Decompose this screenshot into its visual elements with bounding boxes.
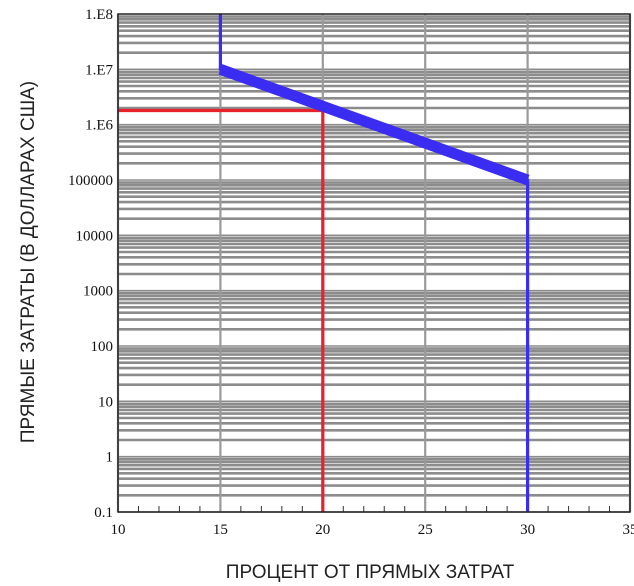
y-tick-label: 100 (91, 339, 114, 355)
x-tick-label: 20 (315, 522, 330, 538)
x-tick-label: 15 (213, 522, 228, 538)
y-tick-label: 10 (98, 394, 113, 410)
x-tick-label: 35 (623, 522, 634, 538)
x-tick-label: 10 (111, 522, 126, 538)
y-tick-label: 1.E7 (85, 62, 113, 78)
y-tick-label: 10000 (76, 228, 114, 244)
x-tick-label: 30 (520, 522, 535, 538)
x-tick-label: 25 (418, 522, 433, 538)
series-layer (118, 14, 530, 512)
x-axis-title: ПРОЦЕНТ ОТ ПРЯМЫХ ЗАТРАТ (226, 562, 515, 583)
y-tick-label: 1 (106, 450, 114, 466)
series-band-1 (218, 64, 530, 186)
y-tick-label: 1.E8 (85, 7, 113, 23)
y-axis-title: ПРЯМЫЕ ЗАТРАТЫ (В ДОЛЛАРАХ США) (18, 81, 39, 443)
plot-frame (117, 13, 631, 513)
y-tick-label: 100000 (68, 173, 113, 189)
y-tick-label: 1000 (83, 284, 113, 300)
x-ticks: 10 15 20 25 30 35 (111, 522, 634, 538)
y-tick-label: 0.1 (94, 505, 113, 521)
grid (116, 14, 632, 513)
y-tick-label: 1.E6 (85, 118, 113, 134)
y-ticks: 0.1 1 10 100 1000 10000 100000 1.E6 1.E7 1.E8 (68, 7, 113, 521)
